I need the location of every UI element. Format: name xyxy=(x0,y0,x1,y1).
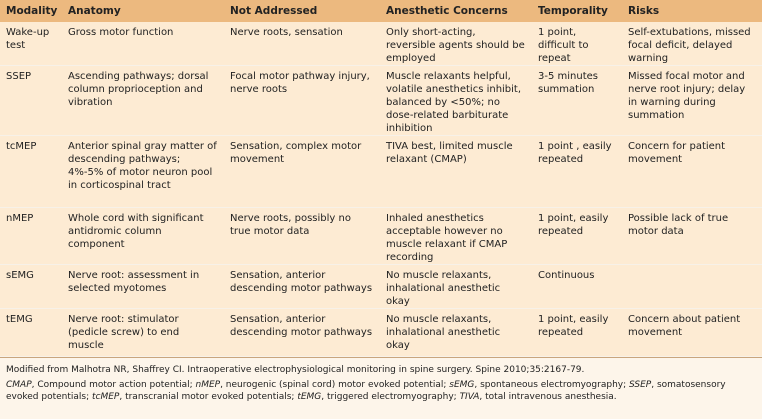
table-cell: Anterior spinal gray matter of descendin… xyxy=(62,135,224,208)
table-cell: Nerve root: stimulator (pedicle screw) t… xyxy=(62,308,224,357)
abbreviation-definition: , neurogenic (spinal cord) motor evoked … xyxy=(220,380,450,390)
table-cell: TIVA best, limited muscle relaxant (CMAP… xyxy=(380,135,532,208)
table-cell: Sensation, complex motor movement xyxy=(224,135,380,208)
table-body: Wake-up test Gross motor function Nerve ro… xyxy=(0,22,762,357)
table-cell: Nerve roots, sensation xyxy=(224,22,380,66)
table-cell xyxy=(622,264,762,309)
table: Modality Anatomy Not Addressed Anesthetic C… xyxy=(0,0,762,357)
table-cell: Continuous xyxy=(532,264,622,309)
table-cell: No muscle relaxants, inhalational anesth… xyxy=(380,264,532,309)
table-row: tcMEP Anterior spinal gray matter of desc… xyxy=(0,135,762,208)
column-header: Anesthetic Concerns xyxy=(380,0,532,22)
table-cell: Whole cord with significant antidromic c… xyxy=(62,207,224,265)
table-cell: Muscle relaxants helpful, volatile anest… xyxy=(380,65,532,136)
abbreviation-definition: , transcranial motor evoked potentials; xyxy=(119,392,298,402)
abbreviation-term: SSEP xyxy=(629,380,652,390)
column-header: Temporality xyxy=(532,0,622,22)
abbreviations: CMAP, Compound motor action potential; n… xyxy=(6,379,756,403)
abbreviation-term: nMEP xyxy=(195,380,221,390)
abbreviation-term: CMAP xyxy=(6,380,32,390)
table-row: Wake-up test Gross motor function Nerve ro… xyxy=(0,22,762,66)
abbreviation-term: sEMG xyxy=(449,380,475,390)
column-header: Anatomy xyxy=(62,0,224,22)
table-cell: Missed focal motor and nerve root injury… xyxy=(622,65,762,136)
table-row: sEMG Nerve root: assessment in selected m… xyxy=(0,264,762,309)
column-header: Modality xyxy=(0,0,62,22)
table-cell: Nerve root: assessment in selected myoto… xyxy=(62,264,224,309)
table-cell: Sensation, anterior descending motor pat… xyxy=(224,264,380,309)
table-cell: Nerve roots, possibly no true motor data xyxy=(224,207,380,265)
table-cell: Ascending pathways; dorsal column propri… xyxy=(62,65,224,136)
table-cell: Wake-up test xyxy=(0,22,62,66)
table-row: tEMG Nerve root: stimulator (pedicle scre… xyxy=(0,308,762,357)
footnotes: Modified from Malhotra NR, Shaffrey CI. … xyxy=(0,357,762,419)
abbreviation-term: tcMEP xyxy=(92,392,120,402)
table-cell: 1 point, easily repeated xyxy=(532,308,622,357)
table-cell: tcMEP xyxy=(0,135,62,208)
table-cell: Possible lack of true motor data xyxy=(622,207,762,265)
abbreviation-definition: , Compound motor action potential; xyxy=(31,380,196,390)
abbreviation-definition: , total intravenous anesthesia. xyxy=(479,392,617,402)
abbreviation-term: tEMG xyxy=(297,392,322,402)
abbreviation-definition: , somatosensory evoked potentials; xyxy=(6,380,726,402)
column-header: Not Addressed xyxy=(224,0,380,22)
table-cell: 1 point , easily repeated xyxy=(532,135,622,208)
table-cell: Only short-acting, reversible agents sho… xyxy=(380,22,532,66)
table-cell: tEMG xyxy=(0,308,62,357)
table-cell: 1 point, difficult to repeat xyxy=(532,22,622,66)
abbreviation-definition: , triggered electromyography; xyxy=(321,392,460,402)
table-cell: Sensation, anterior descending motor pat… xyxy=(224,308,380,357)
table-row: nMEP Whole cord with significant antidrom… xyxy=(0,207,762,265)
table-cell: Gross motor function xyxy=(62,22,224,66)
page: Modality Anatomy Not Addressed Anesthetic C… xyxy=(0,0,762,402)
table-cell: 3-5 minutes summation xyxy=(532,65,622,136)
table-cell: Concern about patient movement xyxy=(622,308,762,357)
table-cell: Concern for patient movement xyxy=(622,135,762,208)
table-cell: sEMG xyxy=(0,264,62,309)
source-note: Modified from Malhotra NR, Shaffrey CI. … xyxy=(6,365,585,375)
column-header: Risks xyxy=(622,0,762,22)
abbreviation-term: TIVA xyxy=(459,392,480,402)
table-cell: Focal motor pathway injury, nerve roots xyxy=(224,65,380,136)
abbreviation-definition: , spontaneous electromyography; xyxy=(474,380,629,390)
table-row: SSEP Ascending pathways; dorsal column pr… xyxy=(0,65,762,136)
table-cell: SSEP xyxy=(0,65,62,136)
table-cell: 1 point, easily repeated xyxy=(532,207,622,265)
table-cell: No muscle relaxants, inhalational anesth… xyxy=(380,308,532,357)
table-cell: nMEP xyxy=(0,207,62,265)
table-cell: Self-extubations, missed focal deficit, … xyxy=(622,22,762,66)
header-row: Modality Anatomy Not Addressed Anesthetic C… xyxy=(0,0,762,22)
table-cell: Inhaled anesthetics acceptable however n… xyxy=(380,207,532,265)
